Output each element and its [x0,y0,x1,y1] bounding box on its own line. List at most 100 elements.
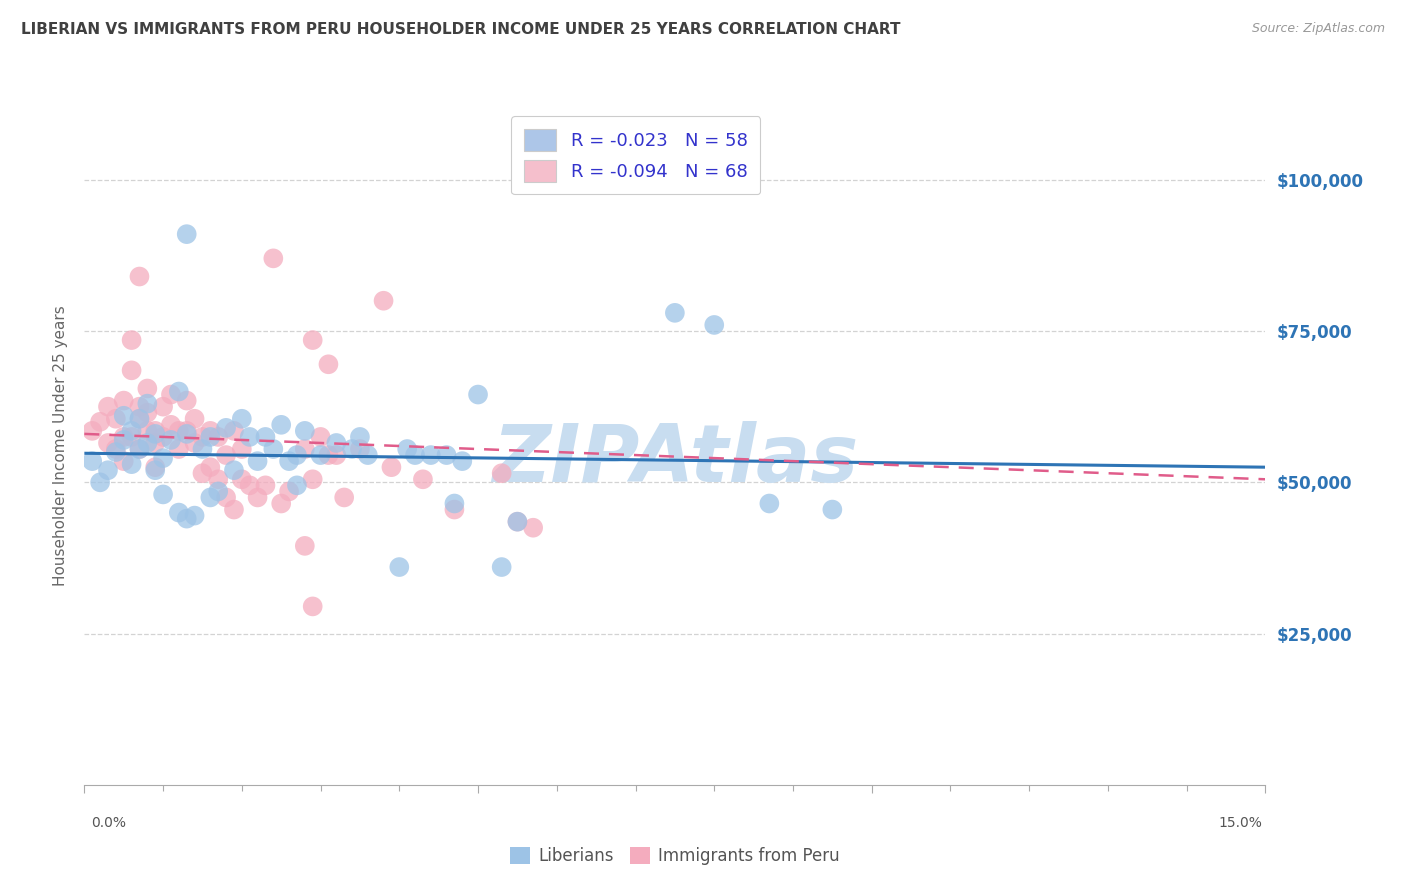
Point [325,448,347,462]
Point [285,478,308,492]
Point [152,430,174,444]
Y-axis label: Householder Income Under 25 years: Householder Income Under 25 years [53,306,69,586]
Point [294,442,316,456]
Point [152,487,174,501]
Text: LIBERIAN VS IMMIGRANTS FROM PERU HOUSEHOLDER INCOME UNDER 25 YEARS CORRELATION C: LIBERIAN VS IMMIGRANTS FROM PERU HOUSEHO… [21,22,901,37]
Point [167,424,190,438]
Point [309,430,332,444]
Point [104,442,127,456]
Point [176,511,198,525]
Point [121,457,143,471]
Point [436,448,458,462]
Point [285,448,308,462]
Point [152,400,174,414]
Point [231,442,253,456]
Point [160,417,183,432]
Text: ZIPAtlas: ZIPAtlas [492,420,858,499]
Point [664,306,686,320]
Point [183,436,205,450]
Point [373,293,395,308]
Point [309,448,332,462]
Point [254,430,277,444]
Point [396,442,419,456]
Point [143,436,166,450]
Point [443,496,465,510]
Point [176,227,198,241]
Point [294,539,316,553]
Point [246,491,269,505]
Point [491,560,513,574]
Point [262,442,284,456]
Point [176,424,198,438]
Point [522,521,544,535]
Point [136,406,159,420]
Text: 15.0%: 15.0% [1219,816,1263,830]
Point [183,508,205,523]
Point [143,463,166,477]
Point [318,448,340,462]
Point [821,502,844,516]
Point [207,484,229,499]
Point [246,454,269,468]
Point [82,454,104,468]
Point [167,442,190,456]
Point [112,433,135,447]
Point [231,472,253,486]
Point [215,491,238,505]
Point [143,424,166,438]
Point [128,442,150,456]
Point [380,460,402,475]
Point [270,417,292,432]
Point [121,424,143,438]
Point [294,424,316,438]
Point [152,451,174,466]
Point [97,400,120,414]
Point [191,442,214,456]
Point [404,448,426,462]
Point [136,382,159,396]
Point [200,491,222,505]
Point [136,396,159,410]
Point [112,409,135,423]
Point [333,491,356,505]
Point [357,448,380,462]
Point [136,424,159,438]
Point [128,442,150,456]
Point [160,387,183,401]
Text: 0.0%: 0.0% [91,816,127,830]
Point [200,460,222,475]
Point [128,411,150,425]
Point [278,484,301,499]
Point [340,442,363,456]
Point [270,496,292,510]
Point [121,363,143,377]
Point [176,426,198,441]
Point [419,448,441,462]
Point [176,393,198,408]
Point [231,411,253,425]
Point [104,411,127,425]
Point [412,472,434,486]
Point [191,467,214,481]
Point [121,333,143,347]
Point [506,515,529,529]
Point [222,463,245,477]
Point [301,333,323,347]
Text: Source: ZipAtlas.com: Source: ZipAtlas.com [1251,22,1385,36]
Point [112,454,135,468]
Point [451,454,474,468]
Point [128,411,150,425]
Point [388,560,411,574]
Point [222,424,245,438]
Point [89,415,111,429]
Point [143,426,166,441]
Point [121,430,143,444]
Point [239,478,262,492]
Point [254,478,277,492]
Point [325,436,347,450]
Point [112,393,135,408]
Point [97,463,120,477]
Point [207,430,229,444]
Point [128,269,150,284]
Point [207,472,229,486]
